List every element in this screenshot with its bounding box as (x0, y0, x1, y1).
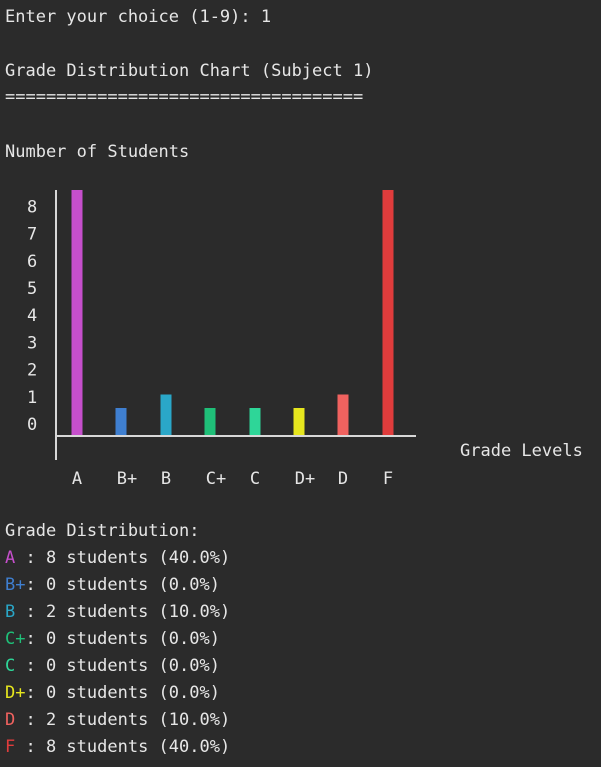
y-tick-label: 1 (27, 388, 37, 408)
y-tick-label: 6 (27, 252, 37, 272)
bar-b-plus (115, 408, 127, 435)
summary-text: : 2 students (10.0%) (25, 710, 231, 730)
y-tick-label: 4 (27, 306, 37, 326)
summary-text: : 0 students (0.0%) (25, 629, 220, 649)
summary-text: : 0 students (0.0%) (25, 575, 220, 595)
summary-text: : 8 students (40.0%) (25, 548, 231, 568)
summary-text: : 0 students (0.0%) (25, 656, 220, 676)
summary-title: Grade Distribution: (5, 521, 200, 541)
y-tick-label: 8 (27, 197, 37, 217)
summary-row: C : 0 students (0.0%) (5, 653, 220, 680)
x-tick-label: F (383, 469, 393, 489)
y-tick-label: 5 (27, 279, 37, 299)
bar-f (382, 190, 394, 435)
summary-row: F : 8 students (40.0%) (5, 734, 230, 761)
summary-grade: B (5, 602, 26, 622)
bar-b (160, 394, 172, 435)
summary-grade: D (5, 710, 26, 730)
summary-row: D : 2 students (10.0%) (5, 707, 230, 734)
bar-c-plus (204, 408, 216, 435)
prompt-line: Enter your choice (1-9): 1 (5, 7, 272, 27)
summary-row: B+: 0 students (0.0%) (5, 572, 220, 599)
x-tick-label: D (338, 469, 348, 489)
x-tick-label: C+ (206, 469, 226, 489)
bar-d-plus (293, 408, 305, 435)
y-tick-label: 2 (27, 361, 37, 381)
summary-grade: A (5, 548, 26, 568)
x-tick-label: A (72, 469, 82, 489)
summary-row: D+: 0 students (0.0%) (5, 680, 220, 707)
summary-text: : 8 students (40.0%) (25, 737, 231, 757)
y-tick-label: 3 (27, 333, 37, 353)
summary-grade: C (5, 656, 26, 676)
summary-grade: C+ (5, 629, 26, 649)
bar-c (249, 408, 261, 435)
summary-text: : 2 students (10.0%) (25, 602, 231, 622)
bar-a (71, 190, 83, 435)
x-tick-label: D+ (295, 469, 315, 489)
y-tick-label: 0 (27, 415, 37, 435)
summary-text: : 0 students (0.0%) (25, 683, 220, 703)
x-tick-label: B (161, 469, 171, 489)
heading-underline: =================================== (5, 87, 364, 107)
bar-chart: 0 1 2 3 4 5 6 7 8 A B+ B C+ C D+ D F Grade Levels (27, 190, 583, 489)
summary-row: C+: 0 students (0.0%) (5, 626, 220, 653)
summary-row: B : 2 students (10.0%) (5, 599, 230, 626)
y-tick-label: 7 (27, 225, 37, 245)
x-tick-label: C (250, 469, 260, 489)
x-axis-label: Grade Levels (460, 441, 583, 461)
bar-d (337, 394, 349, 435)
x-tick-label: B+ (117, 469, 137, 489)
summary-grade: B+ (5, 575, 26, 595)
summary-grade: F (5, 737, 26, 757)
summary-row: A : 8 students (40.0%) (5, 545, 230, 572)
y-axis-label: Number of Students (5, 142, 190, 162)
chart-heading: Grade Distribution Chart (Subject 1) (5, 61, 374, 81)
summary-grade: D+ (5, 683, 26, 703)
